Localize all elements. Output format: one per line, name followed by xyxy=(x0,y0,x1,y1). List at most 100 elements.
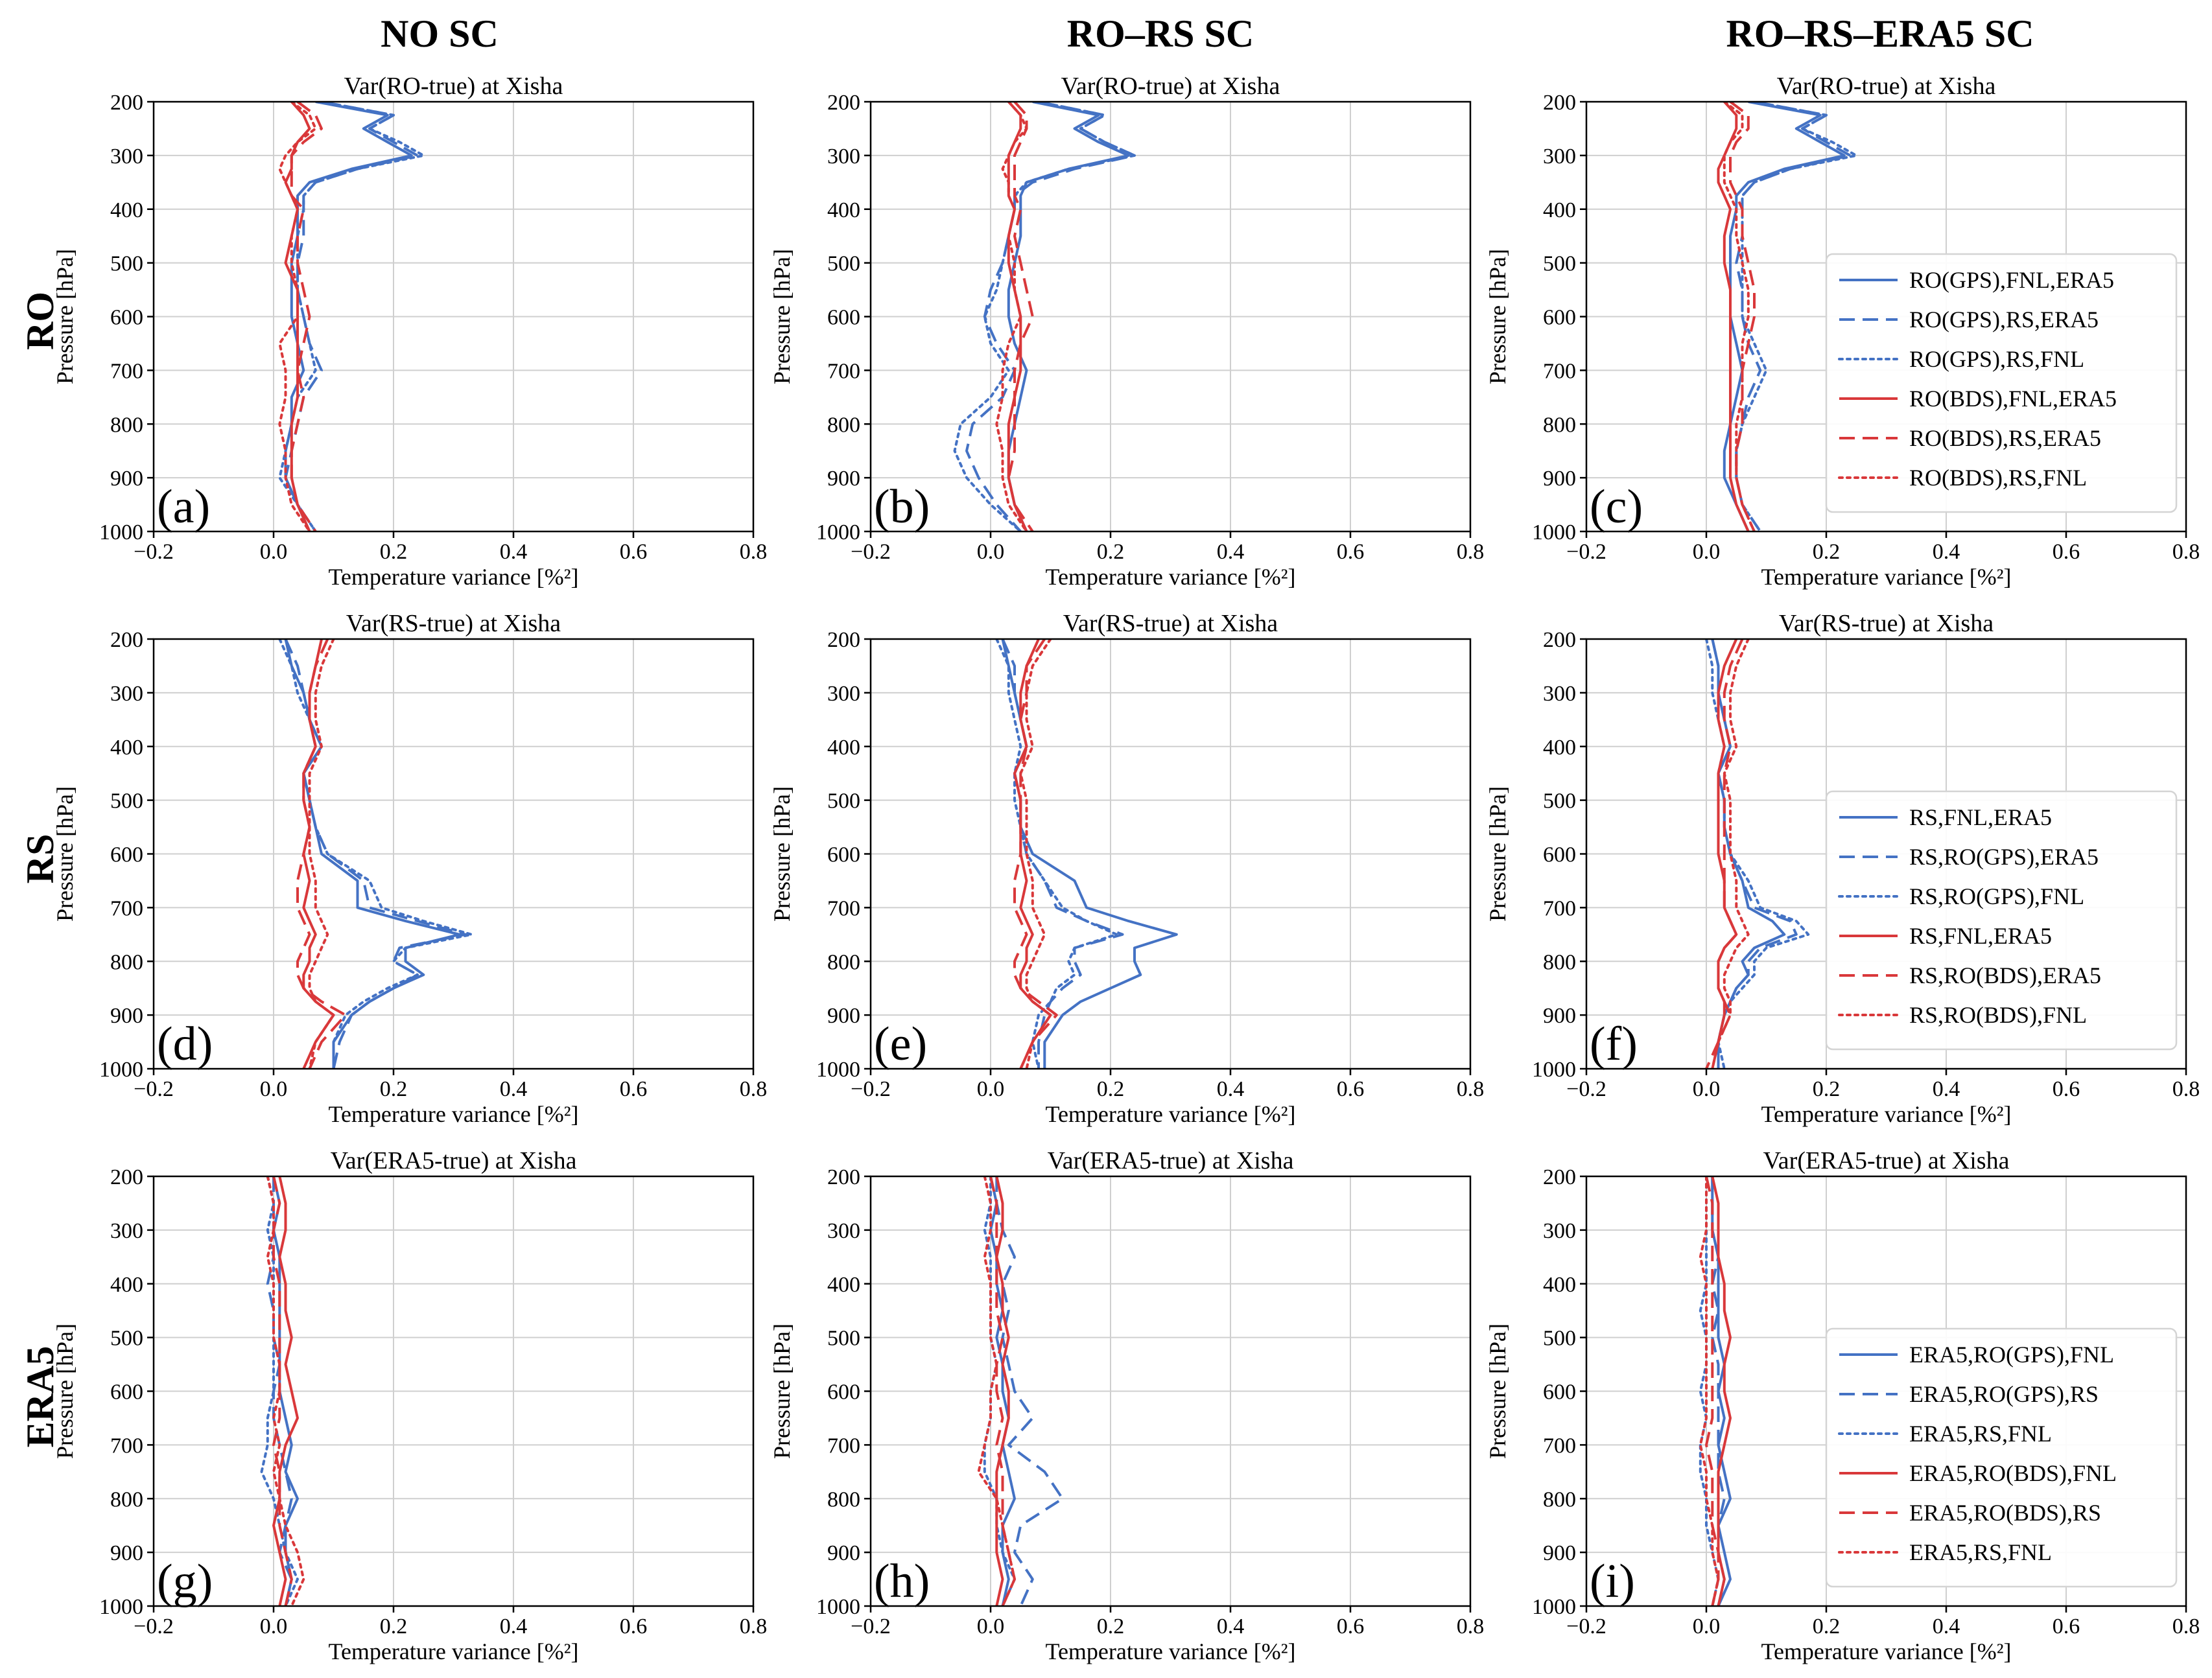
x-tick-label: 0.2 xyxy=(380,540,408,564)
series-line-red-solid xyxy=(302,639,335,1069)
y-tick-label: 800 xyxy=(110,950,143,974)
legend-label: RS,RO(BDS),ERA5 xyxy=(1909,962,2101,988)
x-tick-label: 0.0 xyxy=(977,540,1005,564)
series-group xyxy=(278,102,425,531)
column-header-no-sc: NO SC xyxy=(381,12,499,55)
x-tick-label: 0.6 xyxy=(2053,1077,2080,1101)
y-tick-label: 700 xyxy=(1543,896,1576,920)
y-tick-label: 900 xyxy=(110,467,143,491)
y-tick-label: 400 xyxy=(827,1273,860,1297)
panel-d: −0.2 0.0 0.2 0.4 0.6 0.8 200 300 400 500 600 700 800… xyxy=(52,610,767,1127)
series-line-blue-dotted xyxy=(1705,639,1810,1069)
legend-label: ERA5,RO(GPS),RS xyxy=(1909,1381,2099,1407)
column-headers: NO SC RO–RS SC RO–RS–ERA5 SC xyxy=(381,12,2034,55)
legend-label: RO(BDS),RS,ERA5 xyxy=(1909,425,2101,451)
x-tick-label: 0.4 xyxy=(1217,540,1245,564)
y-tick-label: 1000 xyxy=(1532,1058,1576,1082)
panel-letter: (h) xyxy=(874,1555,930,1608)
gridlines xyxy=(153,638,754,1069)
y-axis-label: Pressure [hPa] xyxy=(1485,1323,1511,1459)
gridlines xyxy=(153,101,754,532)
x-tick-label: 0.4 xyxy=(1217,1077,1245,1101)
panel-title: Var(ERA5-true) at Xisha xyxy=(331,1147,577,1174)
legend: ERA5,RO(GPS),FNL ERA5,RO(GPS),RS ERA5,RS,F… xyxy=(1825,1327,2178,1588)
x-tick-label: −0.2 xyxy=(1566,1077,1606,1101)
y-tick-label: 400 xyxy=(110,736,143,760)
y-tick-label: 200 xyxy=(1543,1165,1576,1189)
row-header-rs: RS xyxy=(19,834,62,884)
series-line-blue-dashed xyxy=(995,1176,1064,1606)
legend-box xyxy=(1825,790,2178,1051)
x-axis-label: Temperature variance [%²] xyxy=(1045,1101,1295,1127)
panel-b: −0.2 0.0 0.2 0.4 0.6 0.8 200 300 400 500 600 700 800… xyxy=(769,73,1484,590)
x-tick-label: 0.4 xyxy=(1933,540,1960,564)
panel-a: −0.2 0.0 0.2 0.4 0.6 0.8 200 300 400 500 600 700 800… xyxy=(52,73,767,590)
legend-label: RS,RO(GPS),ERA5 xyxy=(1909,844,2099,870)
y-tick-label: 300 xyxy=(827,1219,860,1243)
y-tick-label: 700 xyxy=(110,359,143,383)
series-line-red-solid xyxy=(1711,639,1738,1069)
series-line-red-solid xyxy=(1711,1176,1732,1606)
legend-label: ERA5,RO(GPS),FNL xyxy=(1909,1342,2114,1368)
x-tick-label: −0.2 xyxy=(851,1077,891,1101)
y-tick-label: 600 xyxy=(110,843,143,867)
gridlines xyxy=(870,638,1471,1069)
y-tick-label: 500 xyxy=(827,1327,860,1351)
x-tick-label: 0.8 xyxy=(2172,540,2200,564)
x-tick-label: 0.6 xyxy=(1337,1077,1365,1101)
series-group xyxy=(260,1176,305,1606)
series-line-blue-dashed xyxy=(1001,639,1124,1069)
y-tick-label: 200 xyxy=(827,628,860,652)
x-tick-label: −0.2 xyxy=(1566,1614,1606,1638)
panel-title: Var(RO-true) at Xisha xyxy=(1777,73,1996,100)
legend-label: ERA5,RO(BDS),FNL xyxy=(1909,1460,2117,1486)
series-line-red-dotted xyxy=(995,102,1028,531)
y-tick-label: 200 xyxy=(110,91,143,115)
series-line-red-dashed xyxy=(1013,639,1058,1069)
legend-box xyxy=(1825,253,2178,513)
x-tick-label: 0.6 xyxy=(2053,540,2080,564)
y-tick-label: 800 xyxy=(110,1487,143,1511)
y-tick-label: 800 xyxy=(1543,950,1576,974)
y-tick-label: 1000 xyxy=(1532,1595,1576,1619)
gridlines xyxy=(153,1176,754,1607)
y-tick-label: 900 xyxy=(827,1541,860,1565)
panel-letter: (c) xyxy=(1590,480,1643,533)
y-tick-label: 300 xyxy=(1543,682,1576,706)
y-axis-label: Pressure [hPa] xyxy=(1485,249,1511,384)
y-tick-label: 800 xyxy=(827,1487,860,1511)
y-tick-label: 600 xyxy=(827,1381,860,1404)
series-line-red-dashed xyxy=(290,102,323,531)
y-axis-label: Pressure [hPa] xyxy=(1485,786,1511,922)
x-tick-label: 0.6 xyxy=(620,1077,648,1101)
y-tick-label: 1000 xyxy=(99,520,143,544)
legend: RS,FNL,ERA5 RS,RO(GPS),ERA5 RS,RO(GPS),FNL… xyxy=(1825,790,2178,1051)
x-tick-label: 0.8 xyxy=(2172,1077,2200,1101)
series-line-blue-dotted xyxy=(1699,1176,1720,1606)
y-tick-label: 300 xyxy=(827,682,860,706)
series-group xyxy=(1699,1176,1732,1606)
series-line-red-dashed xyxy=(1007,102,1034,531)
x-axis-label: Temperature variance [%²] xyxy=(1761,1638,2011,1664)
y-axis-label: Pressure [hPa] xyxy=(769,786,795,922)
x-axis-label: Temperature variance [%²] xyxy=(1045,1638,1295,1664)
legend-label: RO(GPS),FNL,ERA5 xyxy=(1909,267,2114,293)
x-tick-label: 0.2 xyxy=(1097,1614,1125,1638)
panel-title: Var(RO-true) at Xisha xyxy=(344,73,563,100)
series-line-red-dashed xyxy=(296,639,347,1069)
y-tick-label: 300 xyxy=(110,145,143,169)
legend-label: ERA5,RS,FNL xyxy=(1909,1539,2052,1565)
y-tick-label: 900 xyxy=(1543,1541,1576,1565)
y-tick-label: 1000 xyxy=(816,1058,860,1082)
legend-label: RS,FNL,ERA5 xyxy=(1909,804,2052,830)
y-axis-label: Pressure [hPa] xyxy=(769,249,795,384)
panel-title: Var(ERA5-true) at Xisha xyxy=(1763,1147,2010,1174)
x-tick-label: 0.4 xyxy=(1933,1614,1960,1638)
legend-label: RS,RO(BDS),FNL xyxy=(1909,1002,2087,1028)
y-tick-label: 600 xyxy=(110,306,143,330)
x-tick-label: 0.2 xyxy=(1813,1077,1841,1101)
x-tick-label: 0.8 xyxy=(740,1077,768,1101)
series-line-red-dashed xyxy=(1729,102,1756,531)
y-tick-label: 600 xyxy=(110,1381,143,1404)
